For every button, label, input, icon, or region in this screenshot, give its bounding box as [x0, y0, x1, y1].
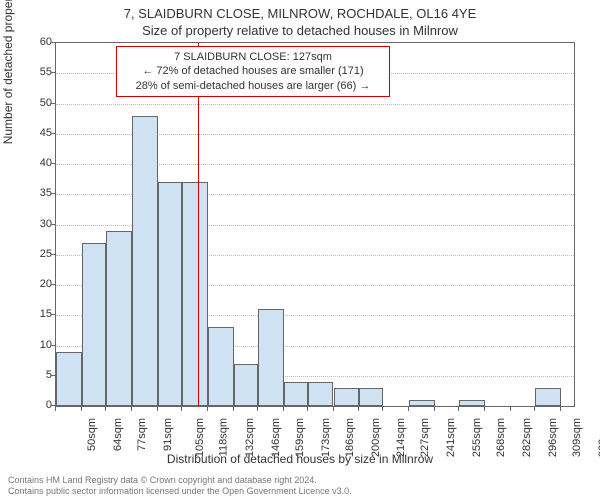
x-tick-label: 64sqm [112, 418, 124, 451]
x-tick-label: 118sqm [217, 418, 229, 456]
x-tick-label: 268sqm [495, 418, 507, 457]
x-tick-mark [157, 407, 158, 411]
chart-title-sub: Size of property relative to detached ho… [0, 23, 600, 38]
histogram-bar [308, 382, 334, 406]
y-tick-mark [51, 72, 55, 73]
histogram-bar [359, 388, 383, 406]
histogram-bar [535, 388, 561, 406]
y-tick-label: 50 [22, 97, 52, 109]
y-tick-mark [51, 254, 55, 255]
x-tick-label: 200sqm [370, 418, 382, 457]
gridline-h [56, 104, 574, 105]
x-tick-mark [81, 407, 82, 411]
y-tick-label: 45 [22, 127, 52, 139]
x-tick-label: 146sqm [270, 418, 282, 457]
x-tick-label: 132sqm [244, 418, 256, 457]
x-tick-mark [534, 407, 535, 411]
histogram-bar [409, 400, 435, 406]
y-tick-mark [51, 345, 55, 346]
x-tick-mark [510, 407, 511, 411]
x-tick-label: 241sqm [445, 418, 457, 457]
annotation-line: ← 72% of detached houses are smaller (17… [123, 64, 383, 78]
histogram-bar [284, 382, 308, 406]
histogram-bar [459, 400, 485, 406]
x-tick-label: 255sqm [471, 418, 483, 457]
x-tick-label: 282sqm [521, 418, 533, 457]
footer-line-2: Contains public sector information licen… [8, 486, 352, 497]
x-tick-label: 159sqm [294, 418, 306, 457]
x-tick-mark [382, 407, 383, 411]
x-tick-label: 77sqm [136, 418, 148, 451]
annotation-line: 28% of semi-detached houses are larger (… [123, 79, 383, 93]
y-tick-label: 55 [22, 66, 52, 78]
y-tick-mark [51, 42, 55, 43]
y-tick-mark [51, 314, 55, 315]
y-tick-label: 60 [22, 36, 52, 48]
x-tick-label: 309sqm [571, 418, 583, 457]
y-tick-mark [51, 103, 55, 104]
histogram-bar [334, 388, 360, 406]
annotation-line: 7 SLAIDBURN CLOSE: 127sqm [123, 50, 383, 64]
y-axis-label: Number of detached properties [1, 0, 15, 144]
plot-area: 7 SLAIDBURN CLOSE: 127sqm← 72% of detach… [55, 42, 575, 407]
histogram-bar [234, 364, 258, 406]
histogram-bar [258, 309, 284, 406]
x-tick-mark [307, 407, 308, 411]
x-tick-mark [257, 407, 258, 411]
x-tick-label: 186sqm [344, 418, 356, 457]
histogram-bar [158, 182, 182, 406]
x-tick-mark [560, 407, 561, 411]
x-tick-mark [131, 407, 132, 411]
y-tick-label: 25 [22, 248, 52, 260]
x-tick-mark [181, 407, 182, 411]
y-tick-label: 35 [22, 187, 52, 199]
histogram-bar [82, 243, 106, 406]
y-tick-mark [51, 193, 55, 194]
x-tick-label: 296sqm [547, 418, 559, 457]
x-tick-mark [408, 407, 409, 411]
chart-title-main: 7, SLAIDBURN CLOSE, MILNROW, ROCHDALE, O… [0, 6, 600, 21]
y-tick-label: 40 [22, 157, 52, 169]
histogram-bar [56, 352, 82, 406]
y-tick-mark [51, 375, 55, 376]
x-tick-mark [233, 407, 234, 411]
y-tick-label: 10 [22, 339, 52, 351]
y-tick-label: 5 [22, 369, 52, 381]
marker-line [198, 43, 199, 406]
x-tick-mark [55, 407, 56, 411]
y-tick-mark [51, 405, 55, 406]
x-tick-mark [283, 407, 284, 411]
y-tick-label: 0 [22, 399, 52, 411]
x-tick-mark [458, 407, 459, 411]
histogram-bar [132, 116, 158, 406]
x-tick-mark [434, 407, 435, 411]
x-tick-label: 214sqm [396, 418, 408, 457]
x-tick-mark [484, 407, 485, 411]
x-tick-mark [207, 407, 208, 411]
y-tick-label: 30 [22, 218, 52, 230]
y-tick-mark [51, 224, 55, 225]
x-tick-mark [333, 407, 334, 411]
annotation-box: 7 SLAIDBURN CLOSE: 127sqm← 72% of detach… [116, 46, 390, 97]
x-tick-label: 91sqm [162, 418, 174, 451]
histogram-bar [208, 327, 234, 406]
x-tick-mark [105, 407, 106, 411]
x-tick-mark [358, 407, 359, 411]
y-tick-label: 20 [22, 278, 52, 290]
footer-line-1: Contains HM Land Registry data © Crown c… [8, 475, 352, 486]
x-tick-label: 50sqm [86, 418, 98, 451]
y-tick-label: 15 [22, 308, 52, 320]
histogram-bar [182, 182, 208, 406]
x-tick-label: 105sqm [194, 418, 206, 457]
x-tick-label: 173sqm [320, 418, 332, 457]
y-tick-mark [51, 163, 55, 164]
x-tick-label: 227sqm [420, 418, 432, 457]
y-tick-mark [51, 133, 55, 134]
y-tick-mark [51, 284, 55, 285]
chart-container: 7, SLAIDBURN CLOSE, MILNROW, ROCHDALE, O… [0, 0, 600, 500]
footer-attribution: Contains HM Land Registry data © Crown c… [8, 475, 352, 497]
histogram-bar [106, 231, 132, 406]
